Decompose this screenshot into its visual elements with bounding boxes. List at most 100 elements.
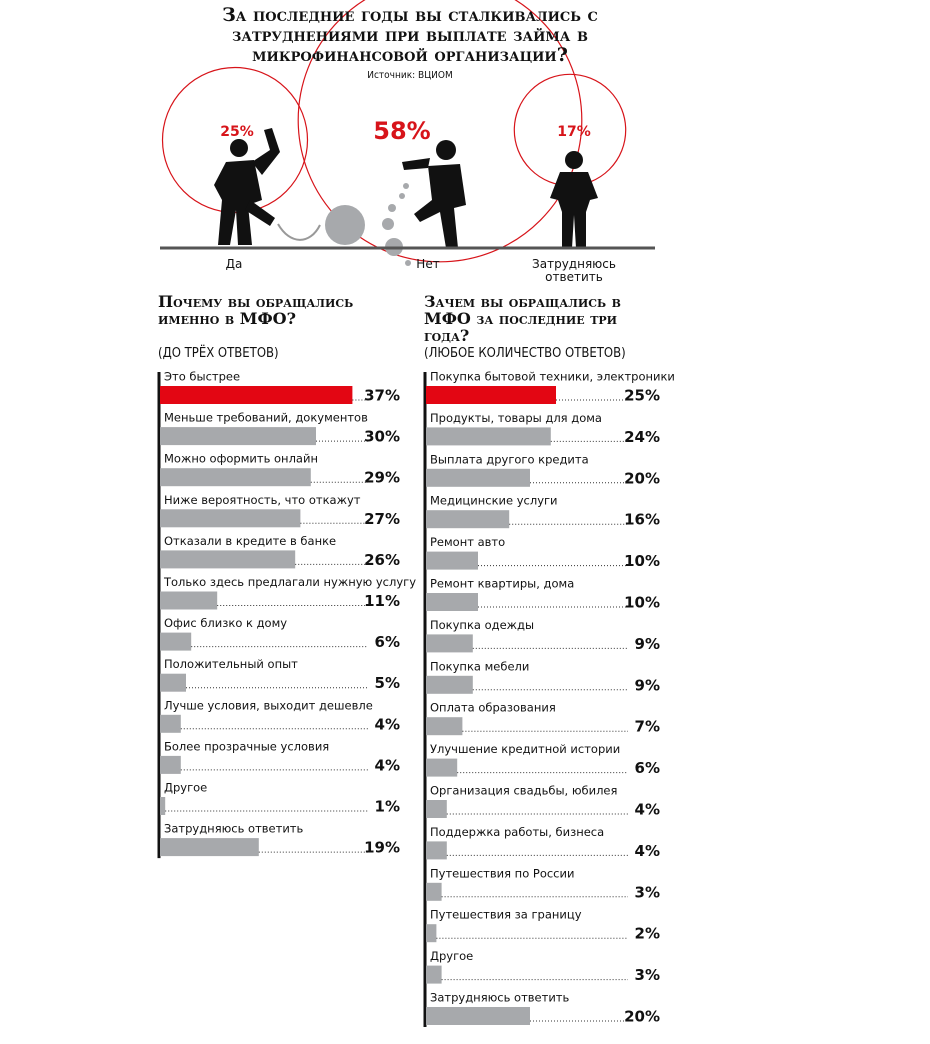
value-label: 17% [557, 124, 591, 140]
bar [160, 673, 186, 692]
category-label: Путешествия за границу [430, 908, 582, 922]
figure-yes [214, 128, 280, 245]
bar [426, 965, 442, 984]
value-label: 11% [364, 592, 400, 610]
value-label: 58% [373, 117, 430, 145]
value-label: 29% [364, 469, 400, 487]
value-label: 5% [375, 674, 400, 692]
value-label: 3% [635, 883, 660, 901]
category-label: Путешествия по России [430, 866, 574, 880]
bar [426, 468, 530, 487]
bar [426, 1007, 530, 1025]
category-label: Можно оформить онлайн [164, 452, 318, 466]
value-label: 2% [635, 925, 660, 943]
value-label: 10% [624, 594, 660, 612]
bar [426, 427, 551, 446]
value-label: 26% [364, 551, 400, 569]
category-label: Поддержка работы, бизнеса [430, 825, 604, 839]
bar [426, 800, 447, 818]
chart-title: За последние годы вы сталкивались с затр… [222, 4, 598, 66]
category-label: Затрудняюсь ответить [430, 991, 570, 1005]
chart-title: Зачем вы обращались в МФО за последние т… [424, 292, 621, 345]
value-label: 4% [635, 801, 660, 819]
chart-title: Почему вы обращались именно в МФО? [158, 292, 354, 328]
subtitle: (ЛЮБОЕ КОЛИЧЕСТВО ОТВЕТОВ) [424, 346, 626, 361]
value-label: 27% [364, 510, 400, 528]
category-label: Покупка одежды [430, 618, 534, 632]
category-label: Ремонт авто [430, 535, 505, 549]
category-label: Оплата образования [430, 701, 556, 715]
bar [426, 882, 442, 901]
category-label: Выплата другого кредита [430, 452, 589, 466]
category-label: Затрудняюсь ответить [164, 822, 304, 836]
figure-no [402, 140, 466, 248]
figure-unsure [550, 151, 598, 248]
bar [426, 758, 458, 777]
value-label: 1% [375, 798, 400, 816]
category-label: Организация свадьбы, юбилея [430, 784, 617, 798]
bar [426, 717, 463, 736]
category-label: Ремонт квартиры, дома [430, 577, 574, 591]
bar [160, 632, 192, 651]
value-label: 30% [364, 428, 400, 446]
category-label: Продукты, товары для дома [430, 411, 602, 425]
bar [426, 593, 478, 611]
bar [160, 797, 166, 815]
value-label: 4% [375, 756, 400, 774]
category-label: Лучше условия, выходит дешевле [164, 698, 373, 712]
value-label: 37% [364, 387, 400, 405]
value-label: 20% [624, 1008, 660, 1026]
value-label: 4% [375, 715, 400, 733]
value-label: 19% [364, 839, 400, 857]
value-label: 7% [635, 718, 660, 736]
bubble [297, 0, 583, 263]
category-label: Более прозрачные условия [164, 739, 329, 753]
category-label: Улучшение кредитной истории [430, 742, 620, 756]
bar [160, 468, 311, 487]
bar [426, 675, 473, 694]
bar [160, 838, 259, 857]
value-label: 25% [220, 124, 254, 140]
value-label: 9% [635, 635, 660, 653]
bar [426, 924, 437, 943]
category-label: Покупка мебели [430, 659, 529, 673]
ball [325, 205, 365, 245]
bar [160, 550, 296, 569]
value-label: 16% [624, 511, 660, 529]
category-label: Затрудняюсь ответить [532, 257, 616, 284]
bar [426, 510, 510, 529]
category-label: Офис близко к дому [164, 616, 287, 630]
bubbles [382, 183, 411, 266]
category-label: Другое [430, 949, 473, 963]
value-label: 9% [635, 676, 660, 694]
value-label: 10% [624, 552, 660, 570]
category-label: Отказали в кредите в банке [164, 534, 336, 548]
bar [426, 551, 478, 570]
value-label: 24% [624, 428, 660, 446]
subtitle: (ДО ТРЁХ ОТВЕТОВ) [158, 346, 279, 361]
bar [426, 386, 556, 404]
category-label: Покупка бытовой техники, электроники [430, 370, 675, 384]
bar [160, 714, 181, 733]
value-label: 6% [375, 633, 400, 651]
bar [426, 634, 473, 653]
chain [277, 223, 321, 241]
category-label: Другое [164, 781, 207, 795]
category-label: Нет [416, 257, 440, 271]
bar [160, 509, 301, 528]
value-label: 4% [635, 842, 660, 860]
value-label: 20% [624, 469, 660, 487]
bar [160, 755, 181, 774]
bar [426, 841, 447, 860]
category-label: Ниже вероятность, что откажут [164, 493, 361, 507]
category-label: Только здесь предлагали нужную услугу [163, 575, 416, 589]
source: Источник: ВЦИОМ [367, 70, 453, 81]
category-label: Меньше требований, документов [164, 411, 368, 425]
value-label: 3% [635, 966, 660, 984]
category-label: Положительный опыт [164, 657, 298, 671]
bar [160, 386, 353, 404]
category-label: Медицинские услуги [430, 494, 558, 508]
value-label: 6% [635, 759, 660, 777]
